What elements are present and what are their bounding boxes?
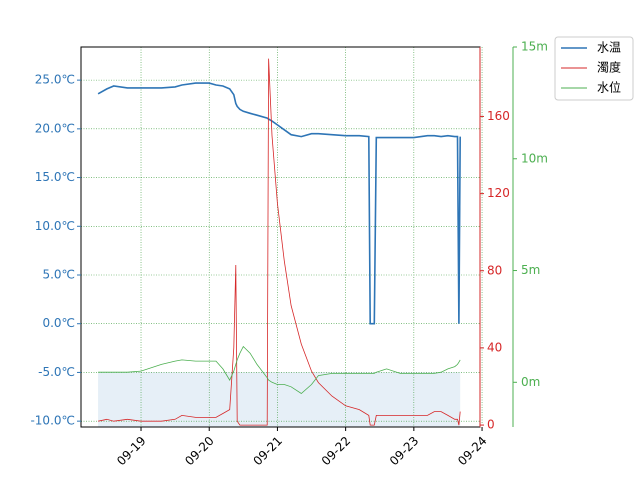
y2-tick-label: 80 — [487, 263, 502, 277]
y2-tick-label: 120 — [487, 186, 510, 200]
legend-label: 濁度 — [597, 60, 621, 75]
y3-tick-label: 10m — [521, 151, 548, 165]
x-tick-label: 09-23 — [387, 434, 422, 469]
y-tick-label: 15.0℃ — [35, 170, 75, 184]
x-tick-label: 09-20 — [182, 434, 217, 469]
series-line — [97, 82, 461, 325]
x-tick-label: 09-24 — [455, 434, 490, 469]
y2-tick-label: 0 — [487, 418, 495, 432]
y3-tick-label: 0m — [521, 375, 540, 389]
y-tick-label: 10.0℃ — [35, 219, 75, 233]
y-tick-label: -10.0℃ — [30, 414, 75, 428]
y2-tick-label: 160 — [487, 109, 510, 123]
water-area — [98, 372, 461, 427]
y-tick-label: 0.0℃ — [42, 316, 75, 330]
x-tick-label: 09-22 — [319, 434, 354, 469]
legend-box — [554, 36, 634, 101]
series-line — [98, 345, 461, 395]
y3-tick-label: 15m — [521, 40, 548, 54]
y-tick-label: 5.0℃ — [42, 268, 75, 282]
legend-label: 水温 — [597, 41, 621, 55]
y-tick-label: -5.0℃ — [38, 365, 75, 379]
y-tick-label: 20.0℃ — [35, 121, 75, 135]
legend-label: 水位 — [597, 80, 621, 95]
y2-tick-label: 40 — [487, 340, 502, 354]
y3-tick-label: 5m — [521, 263, 540, 277]
y-tick-label: 25.0℃ — [35, 73, 75, 87]
x-tick-label: 09-21 — [250, 434, 285, 469]
x-tick-label: 09-19 — [114, 434, 149, 469]
series-line — [98, 58, 461, 426]
